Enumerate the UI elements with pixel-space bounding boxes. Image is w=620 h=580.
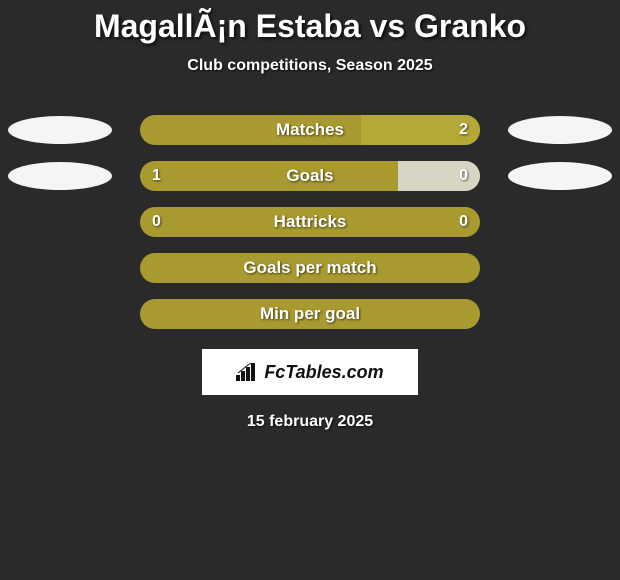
stat-label: Min per goal bbox=[140, 299, 480, 329]
stat-bar: Goals per match bbox=[140, 253, 480, 283]
footer-date: 15 february 2025 bbox=[0, 413, 620, 431]
logo-box[interactable]: FcTables.com bbox=[202, 349, 418, 395]
chart-icon bbox=[236, 363, 258, 381]
stat-label: Matches bbox=[140, 115, 480, 145]
stat-bar: 2Matches bbox=[140, 115, 480, 145]
logo-text: FcTables.com bbox=[264, 362, 383, 383]
stat-label: Hattricks bbox=[140, 207, 480, 237]
stat-bar: 00Hattricks bbox=[140, 207, 480, 237]
stat-bar: 10Goals bbox=[140, 161, 480, 191]
stats-rows: 2Matches 10Goals 00Hattricks Goals per matc… bbox=[0, 115, 620, 329]
main-container: MagallÃ¡n Estaba vs Granko Club competit… bbox=[0, 0, 620, 580]
stat-row: 00Hattricks bbox=[0, 207, 620, 237]
stat-bar: Min per goal bbox=[140, 299, 480, 329]
page-subtitle: Club competitions, Season 2025 bbox=[0, 57, 620, 75]
stat-label: Goals per match bbox=[140, 253, 480, 283]
player-right-ellipse bbox=[508, 162, 612, 190]
stat-row: 10Goals bbox=[0, 161, 620, 191]
player-left-ellipse bbox=[8, 162, 112, 190]
stat-row: Min per goal bbox=[0, 299, 620, 329]
page-title: MagallÃ¡n Estaba vs Granko bbox=[0, 8, 620, 45]
stat-row: Goals per match bbox=[0, 253, 620, 283]
stat-label: Goals bbox=[140, 161, 480, 191]
stat-row: 2Matches bbox=[0, 115, 620, 145]
player-right-ellipse bbox=[508, 116, 612, 144]
player-left-ellipse bbox=[8, 116, 112, 144]
